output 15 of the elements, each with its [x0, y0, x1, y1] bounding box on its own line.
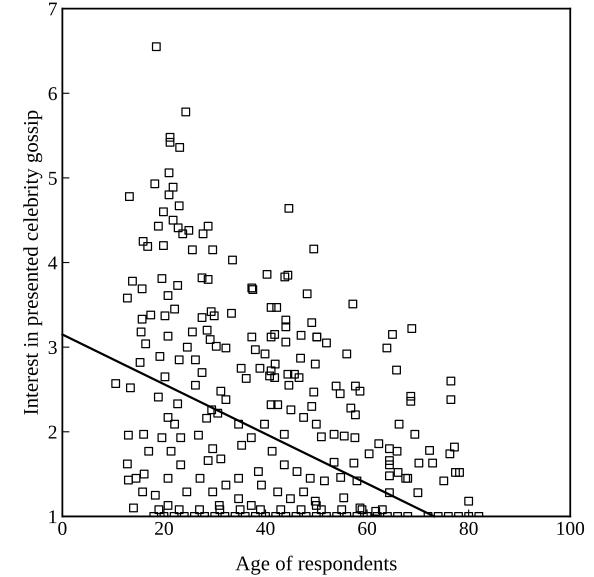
x-tick-label: 20 — [155, 522, 173, 535]
y-tick-label: 3 — [48, 341, 57, 354]
y-tick-label: 1 — [49, 510, 56, 524]
x-tick-label: 80 — [460, 522, 478, 535]
y-tick-label: 4 — [48, 256, 58, 270]
x-tick-label: 40 — [256, 522, 274, 535]
y-axis-title: Interest in presented celebrity gossip — [23, 110, 42, 415]
x-tick-label: 100 — [557, 522, 584, 535]
y-tick-label: 5 — [48, 172, 57, 185]
x-tick-label: 0 — [58, 522, 66, 535]
y-tick-label: 7 — [49, 2, 57, 16]
y-tick-label: 6 — [48, 87, 57, 100]
x-axis-title: Age of respondents — [236, 556, 397, 575]
y-tick-label: 2 — [48, 426, 56, 439]
x-tick-label: 60 — [358, 522, 376, 535]
